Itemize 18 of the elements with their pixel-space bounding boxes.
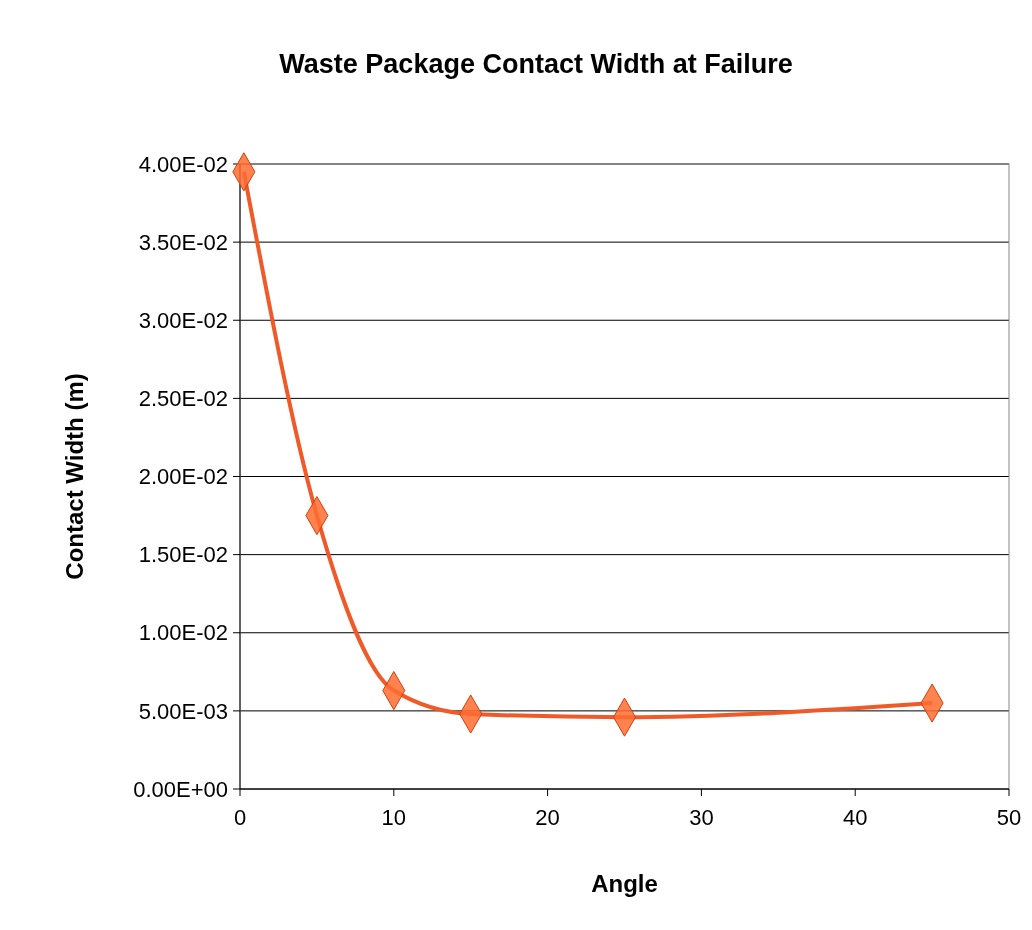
y-tick-label: 0.00E+00 [133,776,228,802]
y-tick-label: 5.00E-03 [138,698,228,724]
x-tick-label: 30 [689,805,714,830]
y-tick-label: 3.50E-02 [138,229,228,255]
x-axis-title: Angle [591,870,658,897]
x-tick-label: 50 [996,805,1022,830]
y-tick-label: 3.00E-02 [138,307,228,333]
y-tick-label: 4.00E-02 [138,151,228,177]
chart-title: Waste Package Contact Width at Failure [279,49,793,79]
y-tick-label: 2.00E-02 [138,464,228,490]
x-tick-label: 20 [535,805,560,830]
x-tick-label: 0 [233,805,247,830]
y-tick-label: 1.50E-02 [138,542,228,568]
y-tick-label: 2.50E-02 [138,386,228,412]
y-tick-label: 1.00E-02 [138,620,228,646]
x-tick-label: 10 [381,805,407,830]
x-tick-label: 40 [842,805,868,830]
y-axis-title: Contact Width (m) [61,373,88,580]
